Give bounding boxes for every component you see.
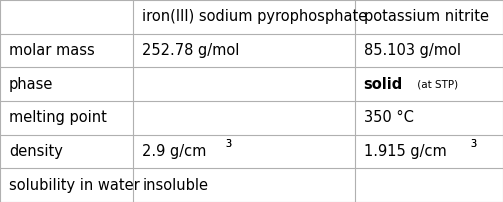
Text: phase: phase: [9, 77, 53, 92]
Text: melting point: melting point: [9, 110, 107, 125]
Text: solubility in water: solubility in water: [9, 178, 140, 193]
Text: 3: 3: [225, 139, 231, 149]
Text: 3: 3: [225, 139, 231, 149]
Text: 3: 3: [470, 139, 476, 149]
Text: 2.9 g/cm: 2.9 g/cm: [142, 144, 207, 159]
Text: density: density: [9, 144, 63, 159]
Text: 252.78 g/mol: 252.78 g/mol: [142, 43, 240, 58]
Text: 350 °C: 350 °C: [364, 110, 413, 125]
Text: solid: solid: [364, 77, 403, 92]
Text: 85.103 g/mol: 85.103 g/mol: [364, 43, 461, 58]
Text: molar mass: molar mass: [9, 43, 95, 58]
Text: (at STP): (at STP): [414, 79, 458, 89]
Text: 1.915 g/cm: 1.915 g/cm: [364, 144, 447, 159]
Text: iron(III) sodium pyrophosphate: iron(III) sodium pyrophosphate: [142, 9, 368, 24]
Text: potassium nitrite: potassium nitrite: [364, 9, 489, 24]
Text: 3: 3: [470, 139, 476, 149]
Text: insoluble: insoluble: [142, 178, 208, 193]
